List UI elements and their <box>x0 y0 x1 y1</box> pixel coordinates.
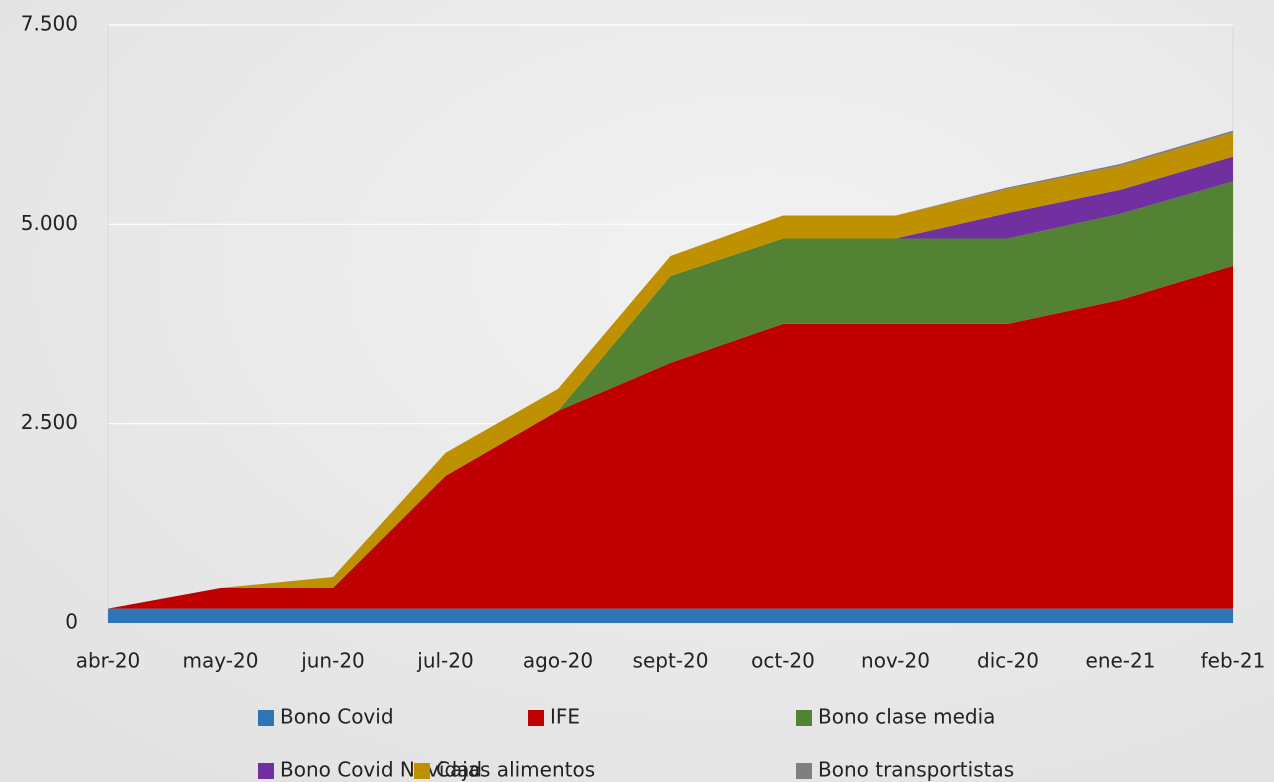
x-tick-label: feb-21 <box>1201 649 1266 673</box>
legend-swatch <box>258 710 274 726</box>
x-tick-label: sept-20 <box>633 649 709 673</box>
legend-label: Cajas alimentos <box>436 758 595 782</box>
y-tick-label: 7.500 <box>21 12 78 36</box>
legend-swatch <box>414 763 430 779</box>
legend-swatch <box>796 763 812 779</box>
y-tick-label: 5.000 <box>21 211 78 235</box>
x-tick-label: abr-20 <box>76 649 141 673</box>
x-tick-label: jun-20 <box>300 649 365 673</box>
legend-label: IFE <box>550 705 580 729</box>
legend-label: Bono Covid <box>280 705 394 729</box>
legend-swatch <box>528 710 544 726</box>
legend-label: Bono clase media <box>818 705 995 729</box>
legend-swatch <box>258 763 274 779</box>
chart: 0 2.500 5.000 7.500 abr-20 may-20 jun-20 jul-20… <box>0 0 1274 782</box>
legend-label: Bono transportistas <box>818 758 1014 782</box>
x-tick-label: may-20 <box>183 649 259 673</box>
x-tick-label: dic-20 <box>977 649 1039 673</box>
x-tick-label: nov-20 <box>861 649 930 673</box>
y-tick-label: 0 <box>65 610 78 634</box>
legend-swatch <box>796 710 812 726</box>
area <box>108 609 1233 623</box>
y-tick-label: 2.500 <box>21 410 78 434</box>
x-tick-label: ago-20 <box>523 649 593 673</box>
x-tick-label: ene-21 <box>1086 649 1156 673</box>
x-tick-label: jul-20 <box>416 649 473 673</box>
x-tick-label: oct-20 <box>751 649 815 673</box>
